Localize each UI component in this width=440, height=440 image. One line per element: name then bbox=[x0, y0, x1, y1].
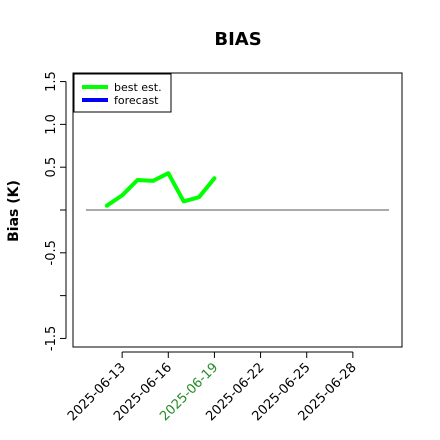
legend: best est. forecast bbox=[73, 73, 172, 113]
plot-area bbox=[72, 72, 403, 348]
series-layer bbox=[104, 171, 217, 208]
legend-box bbox=[73, 73, 172, 113]
legend-label-forecast: forecast bbox=[114, 94, 159, 107]
y-tick-label: 0.5 bbox=[44, 157, 59, 178]
y-tick-label: 1.0 bbox=[44, 114, 59, 135]
y-axis-label: Bias (K) bbox=[6, 180, 22, 242]
y-tick-label: 1.5 bbox=[44, 71, 59, 92]
y-tick-label: -1.5 bbox=[44, 326, 59, 351]
legend-label-best-est: best est. bbox=[114, 81, 162, 94]
y-tick-label: -0.5 bbox=[44, 240, 59, 265]
y-axis: -1.5 -0.5 0.5 1.0 1.5 bbox=[44, 71, 67, 351]
x-axis: 2025-06-132025-06-162025-06-192025-06-22… bbox=[65, 351, 360, 424]
chart-title: BIAS bbox=[214, 29, 261, 50]
series-line-best-est bbox=[104, 171, 217, 208]
